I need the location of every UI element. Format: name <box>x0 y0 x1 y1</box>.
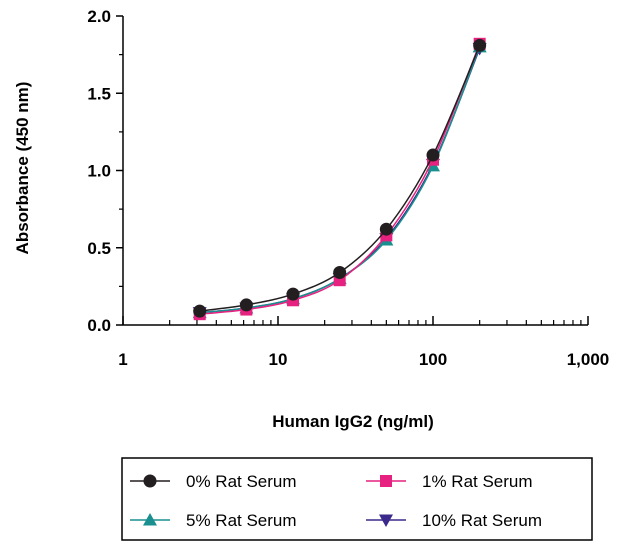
y-tick-label: 2.0 <box>87 7 111 26</box>
legend-label: 0% Rat Serum <box>186 472 297 491</box>
legend-marker <box>143 474 157 488</box>
x-tick-label: 1,000 <box>567 350 610 369</box>
data-point <box>239 298 253 312</box>
legend-box <box>121 457 593 541</box>
x-tick-label: 100 <box>419 350 447 369</box>
legend-label: 1% Rat Serum <box>422 472 533 491</box>
y-tick-label: 0.0 <box>87 316 111 335</box>
plot-area <box>192 37 487 321</box>
legend-marker <box>379 514 393 527</box>
legend-label: 5% Rat Serum <box>186 511 297 530</box>
legend-label: 10% Rat Serum <box>422 511 542 530</box>
legend: 0% Rat Serum 1% Rat Serum 5% Rat Serum 10% … <box>121 457 593 541</box>
legend-marker <box>380 475 392 487</box>
x-tick-label: 10 <box>269 350 288 369</box>
y-tick-label: 1.5 <box>87 84 111 103</box>
data-point <box>379 222 393 236</box>
y-tick-label: 0.5 <box>87 239 111 258</box>
data-point <box>286 287 300 301</box>
x-tick-label: 1 <box>118 350 127 369</box>
data-point <box>333 265 347 279</box>
y-tick-label: 1.0 <box>87 162 111 181</box>
axes: 0.0 0.5 1.0 1.5 2.0 1 10 100 1,000 <box>87 7 609 369</box>
data-point <box>193 304 207 318</box>
y-axis-title: Absorbance (450 nm) <box>13 82 32 255</box>
data-point <box>426 148 440 162</box>
x-axis-title: Human IgG2 (ng/ml) <box>272 412 434 431</box>
data-point <box>473 38 487 52</box>
legend-marker <box>143 513 157 526</box>
